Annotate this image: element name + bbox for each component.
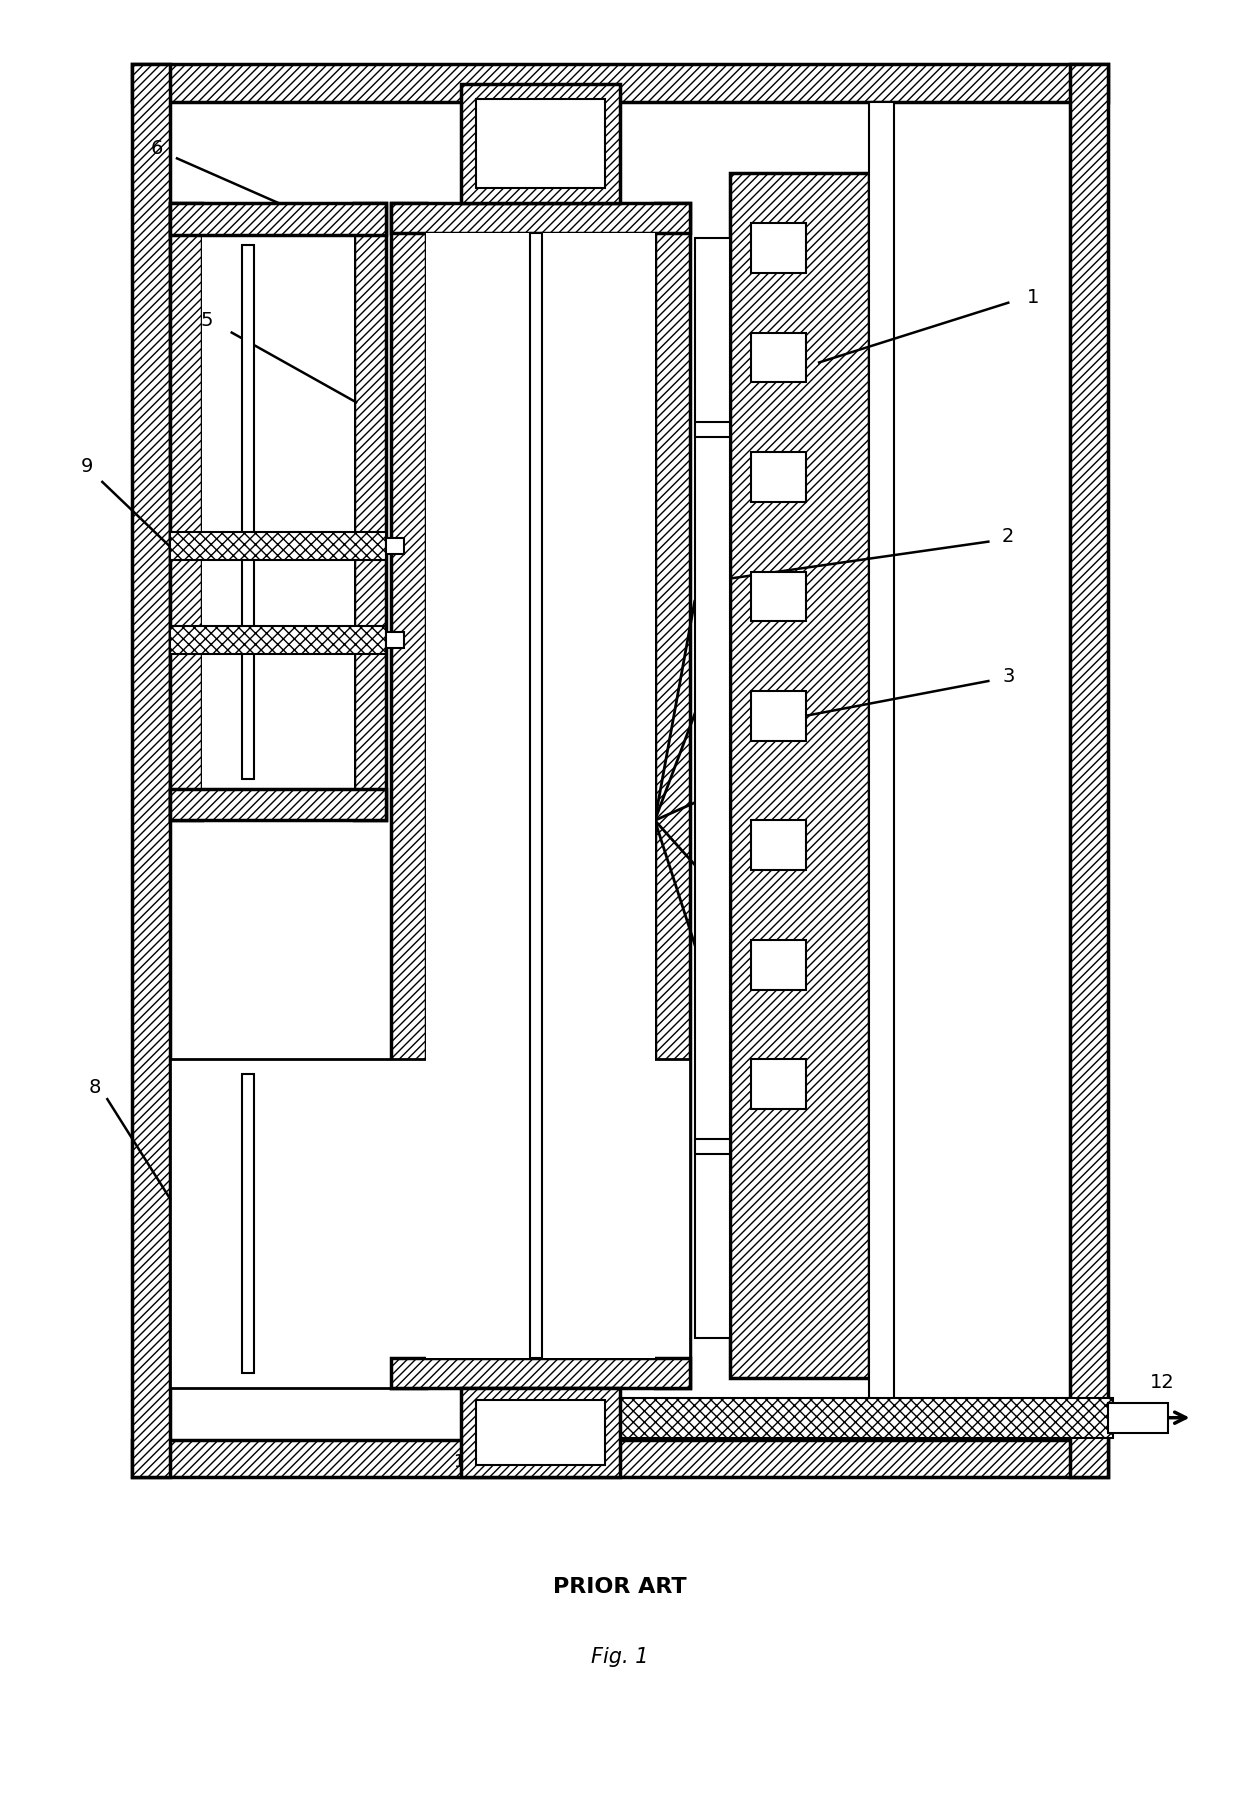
Bar	[694, 1140, 729, 1154]
Bar	[655, 203, 689, 1388]
Bar	[751, 940, 806, 989]
Bar	[133, 63, 1107, 101]
Bar	[391, 203, 425, 1388]
Text: 9: 9	[81, 457, 93, 477]
Bar	[1070, 63, 1107, 1477]
Text: 1: 1	[1027, 288, 1039, 308]
Bar	[170, 627, 386, 654]
Bar	[391, 1357, 689, 1388]
Bar	[531, 234, 542, 1357]
Bar	[242, 1075, 254, 1373]
Text: 11: 11	[558, 252, 579, 270]
Bar	[729, 174, 869, 1377]
Bar	[751, 1060, 806, 1109]
Bar	[751, 571, 806, 622]
Bar	[355, 203, 386, 821]
Text: PRIOR ART: PRIOR ART	[553, 1576, 687, 1596]
Bar	[620, 1397, 1112, 1437]
Bar	[869, 101, 894, 1439]
Text: 4: 4	[604, 1105, 616, 1123]
Text: 10: 10	[464, 248, 485, 266]
Text: Fig. 1: Fig. 1	[591, 1647, 649, 1667]
Bar	[751, 690, 806, 741]
Text: 11: 11	[548, 1457, 569, 1475]
Bar	[133, 1439, 1107, 1477]
Text: 3: 3	[1002, 667, 1014, 685]
Bar	[386, 538, 404, 554]
Bar	[751, 223, 806, 274]
Bar	[170, 203, 202, 821]
Bar	[170, 1060, 689, 1388]
Bar	[694, 422, 729, 437]
Bar	[391, 203, 689, 234]
Bar	[694, 237, 729, 1337]
Bar	[242, 245, 254, 779]
Text: 10: 10	[453, 1453, 474, 1471]
Bar	[476, 98, 605, 188]
Bar	[751, 821, 806, 870]
Bar	[170, 203, 386, 236]
Bar	[133, 63, 170, 1477]
Text: 2: 2	[1002, 527, 1014, 545]
Bar	[170, 788, 386, 821]
Bar	[425, 234, 655, 1357]
Bar	[751, 451, 806, 502]
Bar	[461, 83, 620, 203]
Bar	[751, 333, 806, 382]
Bar	[1107, 1402, 1168, 1433]
Bar	[386, 632, 404, 649]
Text: 8: 8	[88, 1078, 100, 1096]
Bar	[476, 1401, 605, 1466]
Bar	[170, 531, 386, 560]
Text: 12: 12	[1151, 1373, 1176, 1392]
Bar	[170, 101, 1070, 1439]
Text: 5: 5	[201, 312, 213, 330]
Text: 7: 7	[542, 875, 554, 893]
Text: 6: 6	[151, 140, 164, 158]
Bar	[461, 1388, 620, 1477]
Bar	[202, 236, 355, 788]
